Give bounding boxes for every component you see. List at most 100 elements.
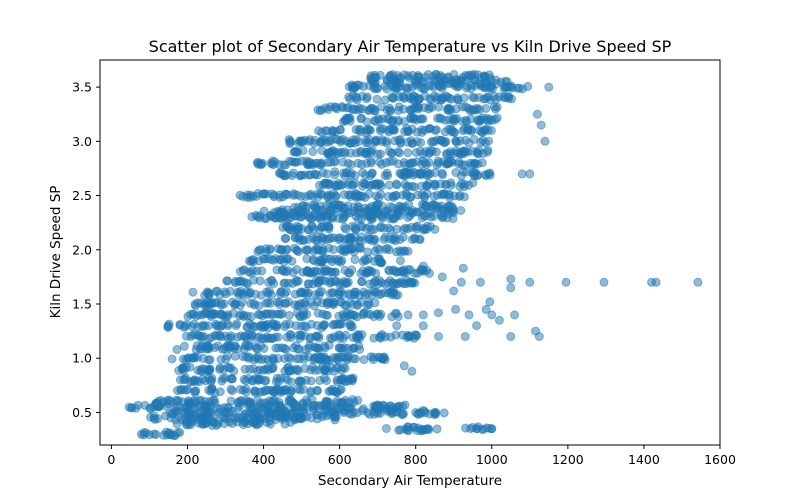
scatter-point	[693, 277, 703, 287]
scatter-point	[338, 243, 348, 253]
scatter-point	[320, 267, 329, 277]
scatter-point	[232, 287, 242, 297]
scatter-point	[370, 137, 380, 147]
scatter-point	[407, 366, 417, 376]
scatter-point	[380, 332, 390, 342]
scatter-point	[433, 113, 443, 123]
scatter-point	[372, 244, 382, 253]
scatter-point	[309, 200, 319, 210]
scatter-point	[322, 376, 331, 386]
scatter-point	[280, 189, 290, 199]
scatter-point	[263, 309, 273, 319]
x-tick-label: 0	[107, 452, 115, 467]
scatter-point	[284, 396, 294, 406]
scatter-point	[287, 377, 297, 387]
scatter-point	[418, 261, 428, 271]
scatter-point	[534, 332, 544, 341]
scatter-point	[263, 298, 273, 307]
scatter-point	[412, 127, 422, 137]
scatter-point	[405, 159, 415, 169]
scatter-point	[207, 309, 217, 319]
scatter-point	[326, 135, 336, 145]
scatter-point	[301, 286, 311, 296]
scatter-point	[272, 385, 282, 395]
scatter-point	[139, 430, 149, 440]
scatter-point	[327, 149, 337, 159]
scatter-point	[170, 431, 180, 441]
scatter-point	[226, 343, 235, 353]
y-tick-label: 1.0	[72, 351, 92, 366]
scatter-point	[274, 397, 284, 407]
scatter-point	[425, 102, 435, 112]
scatter-point	[267, 334, 277, 343]
scatter-point	[392, 267, 402, 277]
scatter-point	[320, 179, 330, 188]
scatter-point	[223, 276, 233, 286]
scatter-point	[235, 398, 245, 408]
scatter-point	[338, 134, 348, 144]
scatter-point	[381, 424, 391, 433]
scatter-point	[215, 363, 225, 373]
scatter-point	[469, 105, 479, 115]
scatter-point	[418, 114, 428, 124]
scatter-point	[525, 277, 535, 287]
scatter-point	[345, 94, 355, 104]
scatter-point	[269, 279, 279, 288]
scatter-point	[444, 158, 454, 168]
scatter-point	[273, 343, 283, 353]
scatter-point	[254, 256, 264, 266]
scatter-point	[455, 182, 465, 191]
scatter-point	[200, 321, 210, 331]
scatter-point	[368, 352, 378, 362]
scatter-point	[506, 274, 516, 284]
scatter-point	[286, 138, 296, 147]
scatter-point	[335, 125, 345, 135]
scatter-point	[413, 268, 423, 278]
scatter-point	[410, 234, 420, 244]
scatter-point	[291, 321, 301, 331]
scatter-point	[326, 233, 336, 243]
scatter-point	[482, 147, 492, 157]
scatter-point	[280, 384, 290, 394]
scatter-point	[367, 169, 377, 179]
scatter-point	[343, 268, 353, 278]
scatter-point	[324, 243, 334, 253]
scatter-point	[255, 365, 265, 375]
scatter-point	[480, 72, 490, 82]
scatter-point	[357, 159, 367, 169]
scatter-point	[294, 344, 304, 354]
scatter-point	[328, 386, 337, 396]
scatter-point	[430, 181, 440, 191]
scatter-point	[334, 235, 344, 245]
scatter-point	[384, 245, 394, 255]
scatter-point	[523, 81, 533, 91]
scatter-point	[302, 398, 312, 408]
scatter-point	[356, 243, 366, 253]
scatter-point	[309, 301, 319, 311]
scatter-point	[195, 344, 205, 354]
scatter-point	[307, 221, 316, 231]
scatter-point	[227, 374, 237, 384]
scatter-point	[407, 181, 417, 191]
scatter-point	[235, 385, 245, 394]
scatter-point	[425, 268, 434, 278]
scatter-point	[281, 299, 291, 308]
scatter-point	[400, 202, 410, 212]
scatter-point	[390, 309, 400, 319]
scatter-point	[413, 72, 423, 82]
scatter-point	[336, 297, 346, 307]
scatter-point	[372, 181, 382, 191]
scatter-point	[418, 149, 428, 159]
scatter-point	[361, 138, 371, 148]
scatter-point	[177, 415, 187, 425]
scatter-point	[239, 344, 249, 354]
scatter-point	[487, 310, 497, 320]
scatter-point	[149, 429, 159, 439]
scatter-point	[339, 168, 348, 178]
scatter-point	[462, 72, 472, 82]
scatter-point	[189, 377, 199, 387]
scatter-point	[371, 72, 381, 82]
scatter-point	[196, 366, 206, 376]
scatter-point	[478, 136, 488, 145]
scatter-point	[385, 156, 395, 166]
